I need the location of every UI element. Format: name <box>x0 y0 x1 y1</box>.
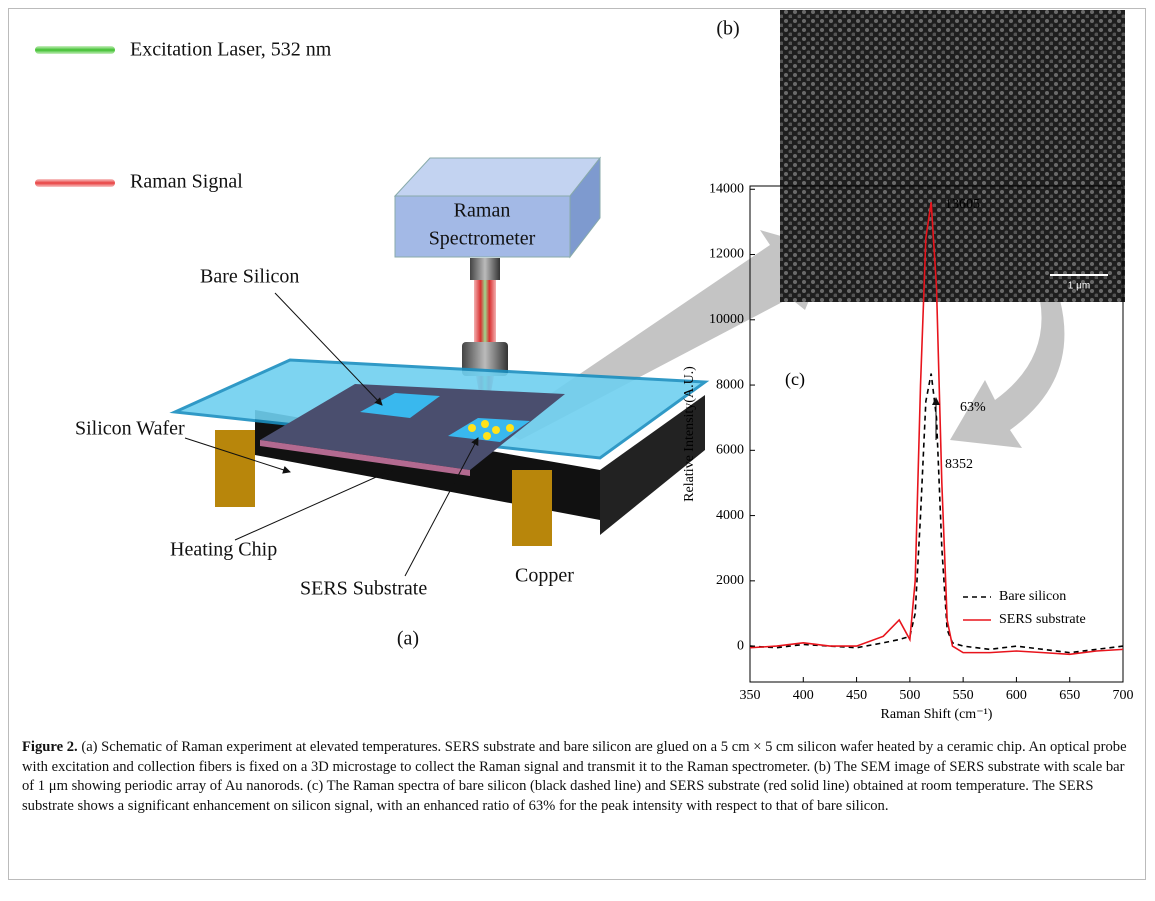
annotation: 13605 <box>945 197 980 212</box>
bare-silicon-label: Bare Silicon <box>200 266 299 288</box>
spectrometer-label: Raman <box>454 200 511 222</box>
zoom-arrow <box>950 300 1064 448</box>
annotation: (c) <box>785 369 805 390</box>
x-tick-label: 550 <box>953 688 974 703</box>
legend-text: Raman Signal <box>130 171 243 193</box>
y-tick-label: 2000 <box>716 573 744 588</box>
x-axis-label: Raman Shift (cm⁻¹) <box>881 707 993 722</box>
laser-swatch <box>35 46 115 54</box>
y-axis-label: Relative Intensity(A.U.) <box>682 366 697 502</box>
caption-label: Figure 2. <box>22 739 78 755</box>
box-top <box>395 158 600 196</box>
wafer-label: Silicon Wafer <box>75 418 185 440</box>
copper-leg <box>512 470 552 546</box>
sem-image <box>780 10 1125 302</box>
x-tick-label: 400 <box>793 688 814 703</box>
panel-label: (b) <box>716 18 739 40</box>
probe <box>470 258 500 280</box>
y-tick-label: 0 <box>737 638 744 653</box>
spectrometer-label: Spectrometer <box>429 228 536 250</box>
y-tick-label: 4000 <box>716 508 744 523</box>
page: Excitation Laser, 532 nm Raman Signal Ra… <box>0 0 1155 901</box>
x-tick-label: 650 <box>1059 688 1080 703</box>
y-tick-label: 6000 <box>716 443 744 458</box>
x-tick-label: 700 <box>1113 688 1134 703</box>
figure: Excitation Laser, 532 nm Raman Signal Ra… <box>0 0 1155 730</box>
annotation: 63% <box>960 400 986 415</box>
caption: Figure 2. (a) Schematic of Raman experim… <box>22 738 1134 816</box>
copper-leg <box>215 430 255 507</box>
x-tick-label: 600 <box>1006 688 1027 703</box>
legend-label: Bare silicon <box>999 589 1066 604</box>
copper-label: Copper <box>515 565 574 587</box>
y-tick-label: 8000 <box>716 377 744 392</box>
y-tick-label: 10000 <box>709 312 744 327</box>
panel-label: (a) <box>397 628 419 650</box>
heating-chip-label: Heating Chip <box>170 539 277 561</box>
y-tick-label: 12000 <box>709 247 744 262</box>
x-tick-label: 500 <box>899 688 920 703</box>
y-tick-label: 14000 <box>709 181 744 196</box>
annotation: 8352 <box>945 457 973 472</box>
sers-label: SERS Substrate <box>300 578 427 600</box>
x-tick-label: 450 <box>846 688 867 703</box>
caption-text: (a) Schematic of Raman experiment at ele… <box>22 739 1127 814</box>
x-tick-label: 350 <box>740 688 761 703</box>
beam <box>474 280 496 342</box>
scale-bar-label: 1 μm <box>1068 281 1090 292</box>
signal-swatch <box>35 179 115 187</box>
legend-text: Excitation Laser, 532 nm <box>130 39 332 61</box>
legend-label: SERS substrate <box>999 612 1086 627</box>
